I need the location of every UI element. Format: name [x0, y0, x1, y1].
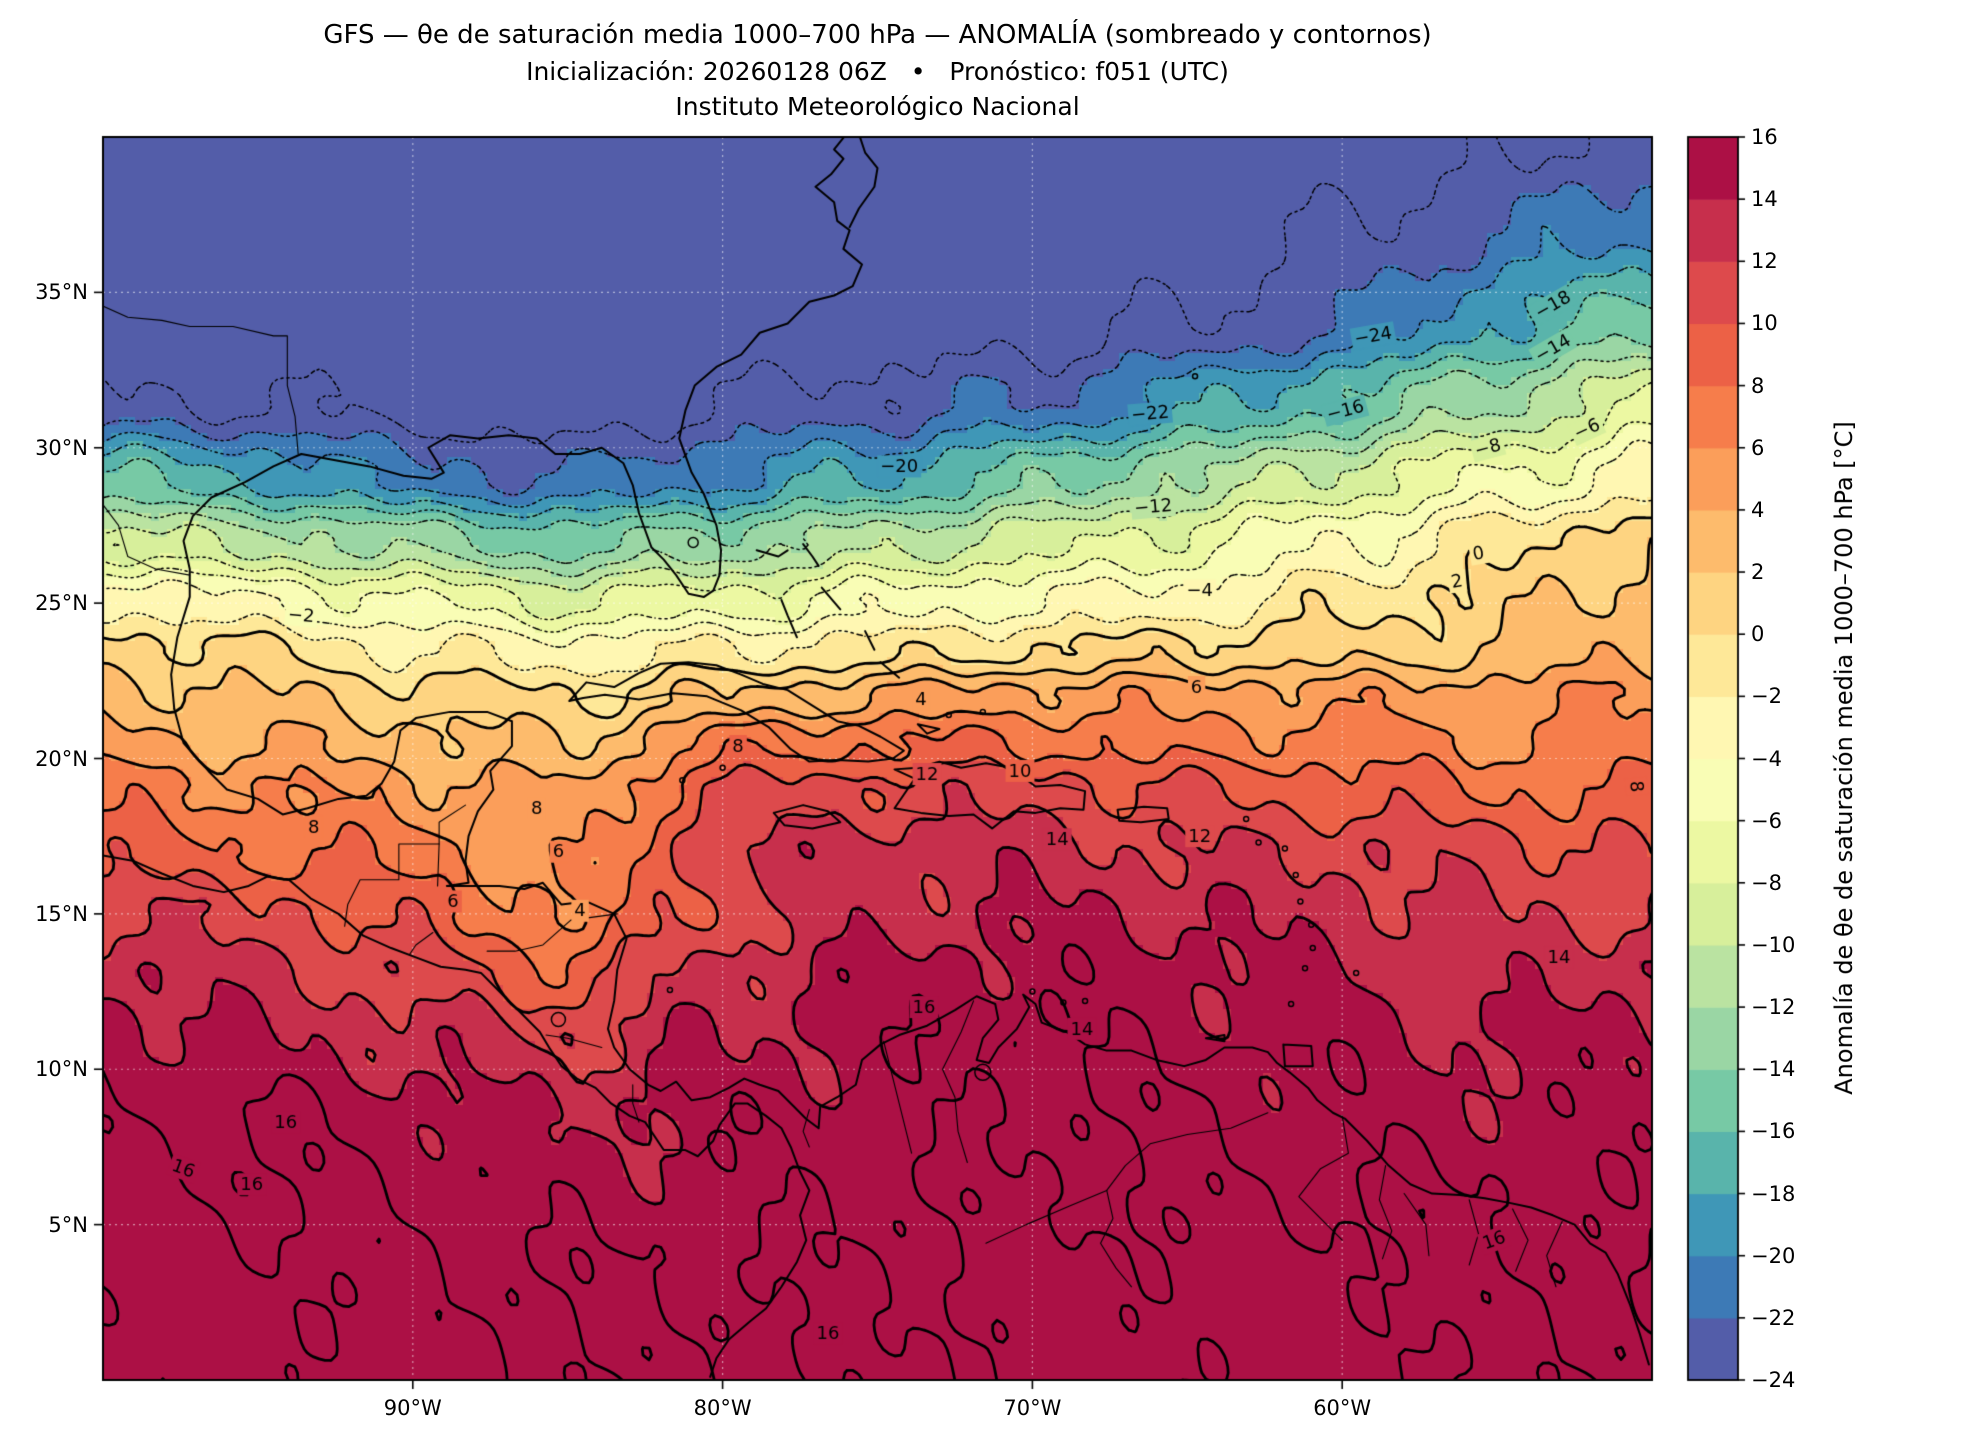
- y-axis-tick-label: 35°N: [35, 280, 88, 305]
- colorbar-tick-label: −16: [1751, 1119, 1796, 1144]
- chart-subtitle: Inicialización: 20260128 06Z • Pronóstic…: [526, 57, 1229, 86]
- y-axis-tick-label: 15°N: [35, 901, 88, 926]
- chart-title: GFS — θe de saturación media 1000–700 hP…: [323, 20, 1432, 50]
- colorbar-tick-label: −18: [1751, 1181, 1796, 1206]
- colorbar-tick-label: 0: [1751, 622, 1765, 647]
- chart-institution: Instituto Meteorológico Nacional: [675, 92, 1080, 121]
- colorbar-tick-label: −4: [1751, 746, 1782, 771]
- colorbar-tick-label: 2: [1751, 560, 1765, 585]
- colorbar-tick-label: 6: [1751, 435, 1765, 460]
- x-axis-tick-label: 90°W: [383, 1396, 442, 1420]
- x-axis-tick-label: 70°W: [1003, 1396, 1062, 1420]
- colorbar-tick-label: −22: [1751, 1305, 1796, 1330]
- colorbar-tick-label: −12: [1751, 995, 1796, 1020]
- colorbar-tick-label: 4: [1751, 497, 1765, 522]
- colorbar-tick-label: 14: [1751, 187, 1778, 212]
- y-axis-tick-label: 25°N: [35, 591, 88, 616]
- colorbar-tick-label: 8: [1751, 373, 1765, 398]
- colorbar-title: Anomalía de θe de saturación media 1000–…: [1830, 421, 1858, 1095]
- colorbar-tick-label: −14: [1751, 1057, 1796, 1082]
- colorbar-tick-label: −8: [1751, 870, 1782, 895]
- y-axis-tick-label: 30°N: [35, 435, 88, 460]
- colorbar-tick-label: −20: [1751, 1243, 1796, 1268]
- colorbar-tick-label: −10: [1751, 932, 1796, 957]
- x-axis-tick-label: 80°W: [693, 1396, 752, 1420]
- x-axis-tick-label: 60°W: [1313, 1396, 1372, 1420]
- colorbar-tick-label: −24: [1751, 1368, 1796, 1392]
- colorbar-tick-label: −6: [1751, 808, 1782, 833]
- colorbar-tick-label: 16: [1751, 125, 1778, 149]
- colorbar-tick-label: −2: [1751, 684, 1782, 709]
- colorbar-tick-label: 12: [1751, 249, 1778, 274]
- y-axis-tick-label: 5°N: [48, 1212, 88, 1237]
- colorbar-tick-label: 10: [1751, 311, 1778, 336]
- y-axis-tick-label: 20°N: [35, 746, 88, 771]
- y-axis-tick-label: 10°N: [35, 1057, 88, 1082]
